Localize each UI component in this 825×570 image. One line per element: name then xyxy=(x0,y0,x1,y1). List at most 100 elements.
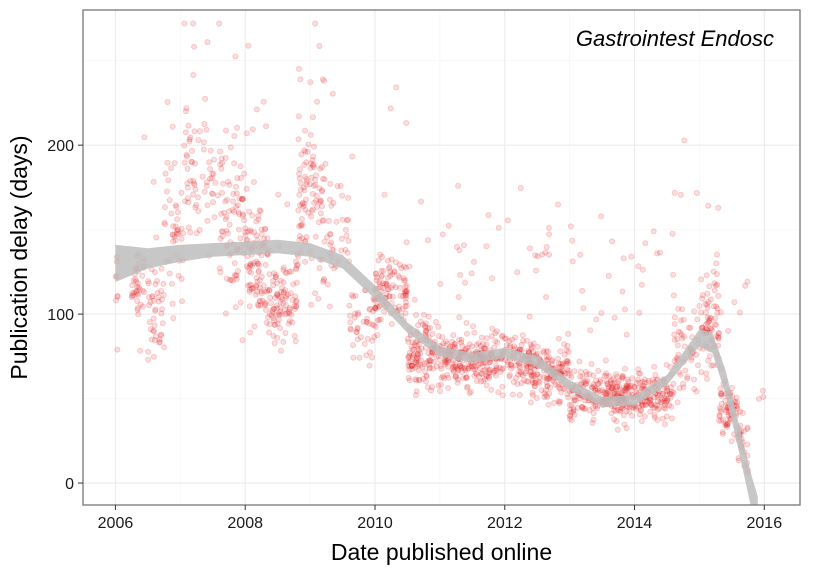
data-point xyxy=(280,338,287,345)
data-point xyxy=(609,384,616,391)
data-point xyxy=(169,231,176,238)
data-point xyxy=(458,364,465,371)
data-point xyxy=(595,367,602,374)
data-point xyxy=(466,363,473,370)
data-point xyxy=(242,225,249,232)
data-point xyxy=(705,202,712,209)
data-point xyxy=(455,367,462,374)
data-point xyxy=(635,384,642,391)
data-point xyxy=(664,387,671,394)
data-point xyxy=(349,153,356,160)
data-point xyxy=(569,258,576,265)
data-point xyxy=(480,367,487,374)
data-point xyxy=(311,199,318,206)
data-point xyxy=(272,274,279,281)
data-point xyxy=(203,182,210,189)
data-point xyxy=(395,303,402,310)
data-point xyxy=(674,336,681,343)
data-point xyxy=(200,139,207,146)
data-point xyxy=(291,332,298,339)
data-point xyxy=(233,124,240,131)
data-point xyxy=(556,363,563,370)
data-point xyxy=(133,287,140,294)
data-point xyxy=(455,366,462,373)
data-point xyxy=(229,277,236,284)
data-point xyxy=(733,403,740,410)
data-point xyxy=(707,325,714,332)
data-point xyxy=(559,363,566,370)
data-point xyxy=(537,373,544,380)
data-point xyxy=(372,270,379,277)
data-point xyxy=(129,290,136,297)
data-point xyxy=(372,305,379,312)
data-point xyxy=(231,132,238,139)
data-point xyxy=(130,292,137,299)
data-point xyxy=(245,264,252,271)
data-point xyxy=(312,233,319,240)
data-point xyxy=(506,342,513,349)
data-point xyxy=(722,422,729,429)
data-point xyxy=(744,424,751,431)
data-point xyxy=(216,148,223,155)
data-point xyxy=(574,404,581,411)
data-point xyxy=(661,397,668,404)
data-point xyxy=(210,170,217,177)
data-point xyxy=(253,106,260,113)
data-point xyxy=(315,295,322,302)
data-point xyxy=(409,366,416,373)
data-point xyxy=(714,305,721,312)
data-point xyxy=(139,303,146,310)
data-point xyxy=(327,241,334,248)
data-point xyxy=(327,231,334,238)
data-point xyxy=(552,381,559,388)
data-point xyxy=(705,319,712,326)
data-point xyxy=(438,374,445,381)
data-point xyxy=(464,383,471,390)
data-point xyxy=(680,316,687,323)
data-point xyxy=(278,284,285,291)
data-point xyxy=(308,213,315,220)
data-point xyxy=(312,172,319,179)
data-point xyxy=(602,357,609,364)
data-point xyxy=(494,339,501,346)
data-point xyxy=(217,161,224,168)
data-point xyxy=(739,409,746,416)
data-point xyxy=(181,159,188,166)
data-point xyxy=(485,369,492,376)
data-point xyxy=(370,322,377,329)
data-point xyxy=(150,328,157,335)
data-point xyxy=(607,379,614,386)
data-point xyxy=(703,370,710,377)
data-point xyxy=(510,378,517,385)
data-point xyxy=(284,291,291,298)
data-point xyxy=(715,333,722,340)
data-point xyxy=(706,353,713,360)
data-point xyxy=(380,267,387,274)
data-point xyxy=(139,287,146,294)
data-point xyxy=(260,282,267,289)
data-point xyxy=(488,333,495,340)
data-point xyxy=(392,259,399,266)
data-point xyxy=(484,372,491,379)
data-point xyxy=(321,176,328,183)
data-point xyxy=(532,382,539,389)
data-point xyxy=(493,328,500,335)
data-point xyxy=(539,251,546,258)
data-point xyxy=(264,235,271,242)
data-point xyxy=(499,332,506,339)
data-point xyxy=(635,404,642,411)
data-point xyxy=(261,288,268,295)
data-point xyxy=(404,287,411,294)
data-point xyxy=(528,371,535,378)
data-point xyxy=(473,342,480,349)
data-point xyxy=(459,342,466,349)
data-point xyxy=(430,358,437,365)
data-point xyxy=(298,215,305,222)
data-point xyxy=(373,274,380,281)
data-point xyxy=(669,230,676,237)
data-point xyxy=(169,123,176,130)
data-point xyxy=(462,345,469,352)
data-point xyxy=(316,198,323,205)
data-point xyxy=(708,315,715,322)
data-point xyxy=(458,336,465,343)
